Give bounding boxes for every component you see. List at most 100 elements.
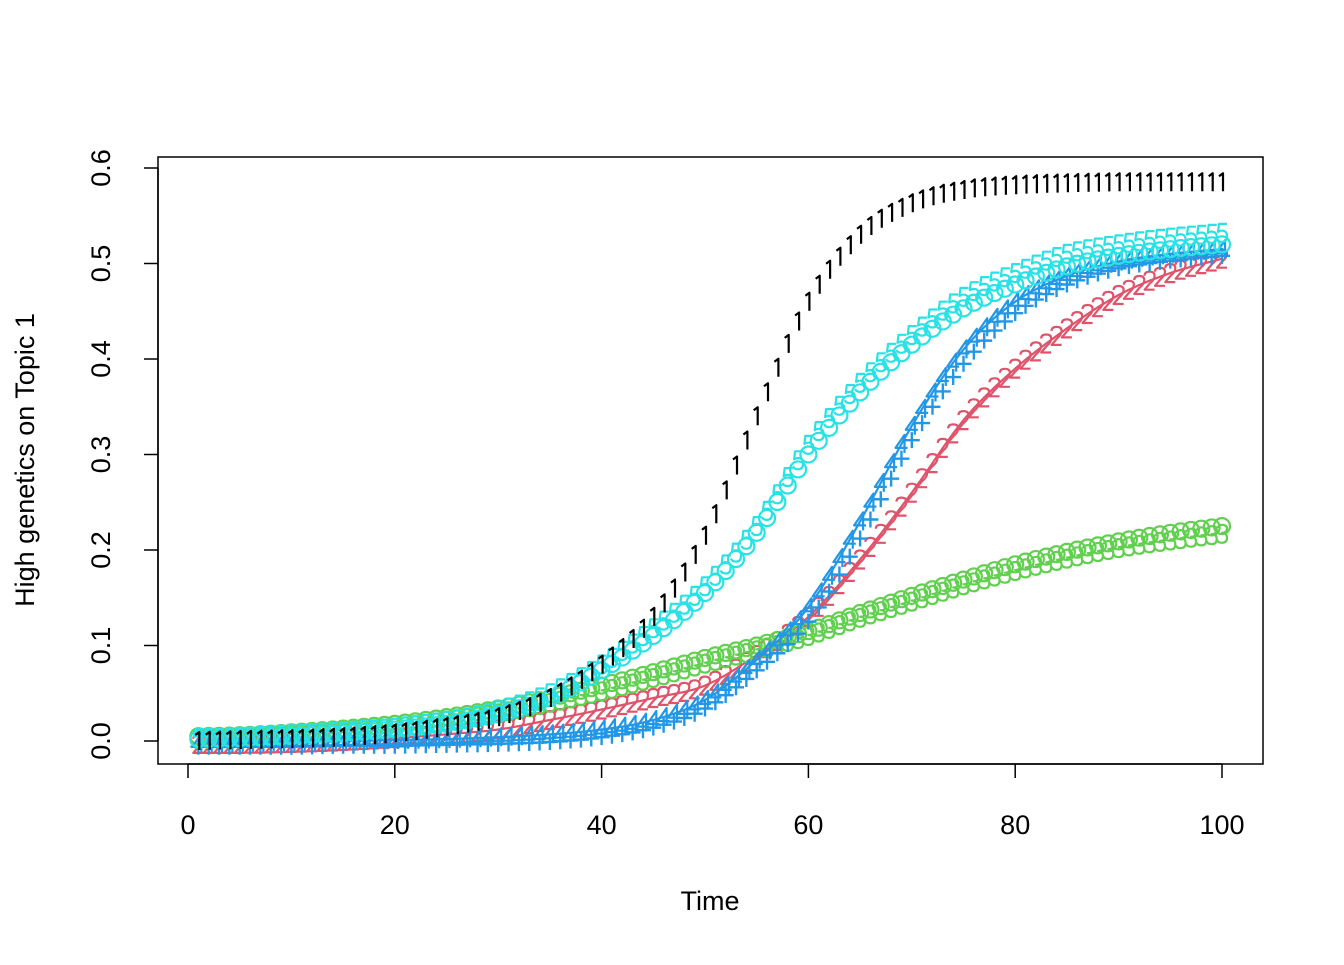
data-point	[924, 398, 941, 415]
data-point-digit-5	[885, 342, 898, 363]
data-point	[799, 445, 818, 464]
data-point-digit-3	[895, 594, 908, 615]
data-point-digit-5	[729, 542, 743, 563]
data-point-digit-4	[1039, 274, 1053, 294]
data-point-digit-4	[594, 719, 608, 739]
data-point-digit-2	[926, 453, 939, 474]
data-point	[1171, 238, 1190, 258]
data-point	[862, 511, 879, 528]
data-point-digit-1	[236, 729, 242, 749]
data-point-digit-1	[380, 724, 387, 744]
data-point-digit-1	[970, 178, 976, 198]
data-point-digit-5	[916, 316, 929, 337]
data-point-digit-2	[605, 697, 619, 718]
data-point-digit-1	[473, 711, 480, 731]
data-point-digit-2	[833, 573, 846, 595]
data-point-digit-5	[1195, 224, 1208, 245]
y-tick-label: 0.4	[86, 340, 116, 378]
data-point-digit-3	[1174, 528, 1187, 550]
data-point-digit-5	[1164, 227, 1177, 248]
data-point-digit-1	[691, 544, 697, 564]
data-point-digit-5	[595, 654, 608, 675]
data-point-digit-5	[1009, 263, 1022, 284]
data-point-digit-5	[636, 625, 650, 647]
data-point-digit-1	[1156, 172, 1163, 192]
data-point	[1192, 237, 1211, 256]
data-point-digit-4	[460, 728, 474, 748]
data-point-digit-4	[666, 703, 680, 723]
data-point-digit-5	[905, 325, 918, 346]
data-point-digit-3	[657, 665, 670, 686]
data-point-digit-3	[1143, 533, 1156, 554]
data-point	[614, 726, 631, 743]
data-point-digit-1	[349, 726, 356, 746]
data-point-digit-2	[967, 398, 980, 419]
data-point-digit-4	[1008, 291, 1022, 311]
data-point-digit-4	[780, 621, 794, 641]
data-point-digit-2	[843, 561, 856, 583]
data-point-digit-1	[804, 291, 811, 311]
data-point-digit-5	[1060, 243, 1074, 264]
data-point-digit-5	[864, 362, 877, 383]
data-point-digit-1	[442, 716, 449, 736]
data-point-digit-1	[308, 728, 315, 748]
data-point-digit-1	[670, 578, 677, 598]
data-point	[1109, 246, 1128, 265]
data-point-digit-5	[678, 594, 691, 615]
data-point-digit-5	[1071, 241, 1084, 262]
y-tick-label: 0.2	[86, 531, 116, 569]
data-point-digit-3	[905, 591, 918, 612]
data-point-digit-4	[997, 299, 1011, 319]
data-point-digit-1	[1114, 172, 1121, 192]
data-point-digit-4	[656, 706, 670, 726]
data-point-digit-1	[1104, 172, 1111, 192]
data-point-digit-5	[1019, 258, 1032, 279]
data-point-digit-1	[1032, 174, 1039, 194]
data-point-digit-3	[1112, 537, 1125, 559]
data-point-digit-5	[812, 421, 825, 442]
data-point-digit-5	[647, 618, 660, 639]
series-1	[192, 248, 1229, 755]
data-point-digit-4	[563, 722, 577, 742]
data-point-digit-2	[1040, 333, 1053, 354]
data-point-digit-5	[1174, 226, 1187, 247]
data-point-digit-5	[792, 450, 805, 471]
y-tick-label: 0.0	[86, 722, 116, 760]
data-point-digit-5	[1112, 234, 1125, 255]
data-point-digit-2	[657, 685, 670, 707]
data-point-digit-1	[959, 179, 966, 199]
data-point-digit-5	[688, 585, 701, 607]
data-point-digit-4	[635, 712, 649, 732]
data-point-digit-5	[874, 352, 887, 373]
data-point	[1078, 252, 1097, 271]
data-point-digit-1	[1011, 175, 1018, 195]
data-point-digit-3	[1081, 543, 1094, 565]
data-point-digit-4	[553, 723, 567, 743]
data-point-digit-5	[698, 576, 712, 597]
data-point-digit-5	[823, 408, 836, 429]
data-point	[810, 599, 827, 616]
data-point-digit-3	[1019, 558, 1032, 579]
data-point-digit-1	[494, 706, 501, 727]
data-point-digit-4	[677, 699, 691, 719]
data-point-digit-2	[1143, 270, 1156, 291]
data-point-digit-5	[719, 554, 732, 575]
data-point-digit-1	[825, 259, 832, 279]
data-point-digit-1	[1125, 172, 1132, 192]
data-point-digit-1	[1021, 174, 1028, 194]
data-point-digit-1	[1197, 172, 1204, 192]
data-point-digit-5	[1102, 235, 1115, 257]
series-2	[189, 517, 1232, 746]
data-point	[769, 645, 786, 662]
data-point-digit-1	[515, 700, 522, 720]
data-point-digit-5	[843, 384, 856, 405]
data-point-digit-1	[246, 729, 253, 749]
data-point-digit-4	[801, 597, 815, 617]
data-point-digit-1	[267, 729, 273, 749]
data-point-digit-5	[926, 308, 939, 329]
data-point-digit-1	[1094, 172, 1101, 192]
data-point	[965, 343, 982, 360]
data-point-digit-1	[463, 713, 470, 733]
data-point-digit-1	[360, 725, 366, 745]
data-point-digit-1	[1083, 172, 1090, 192]
